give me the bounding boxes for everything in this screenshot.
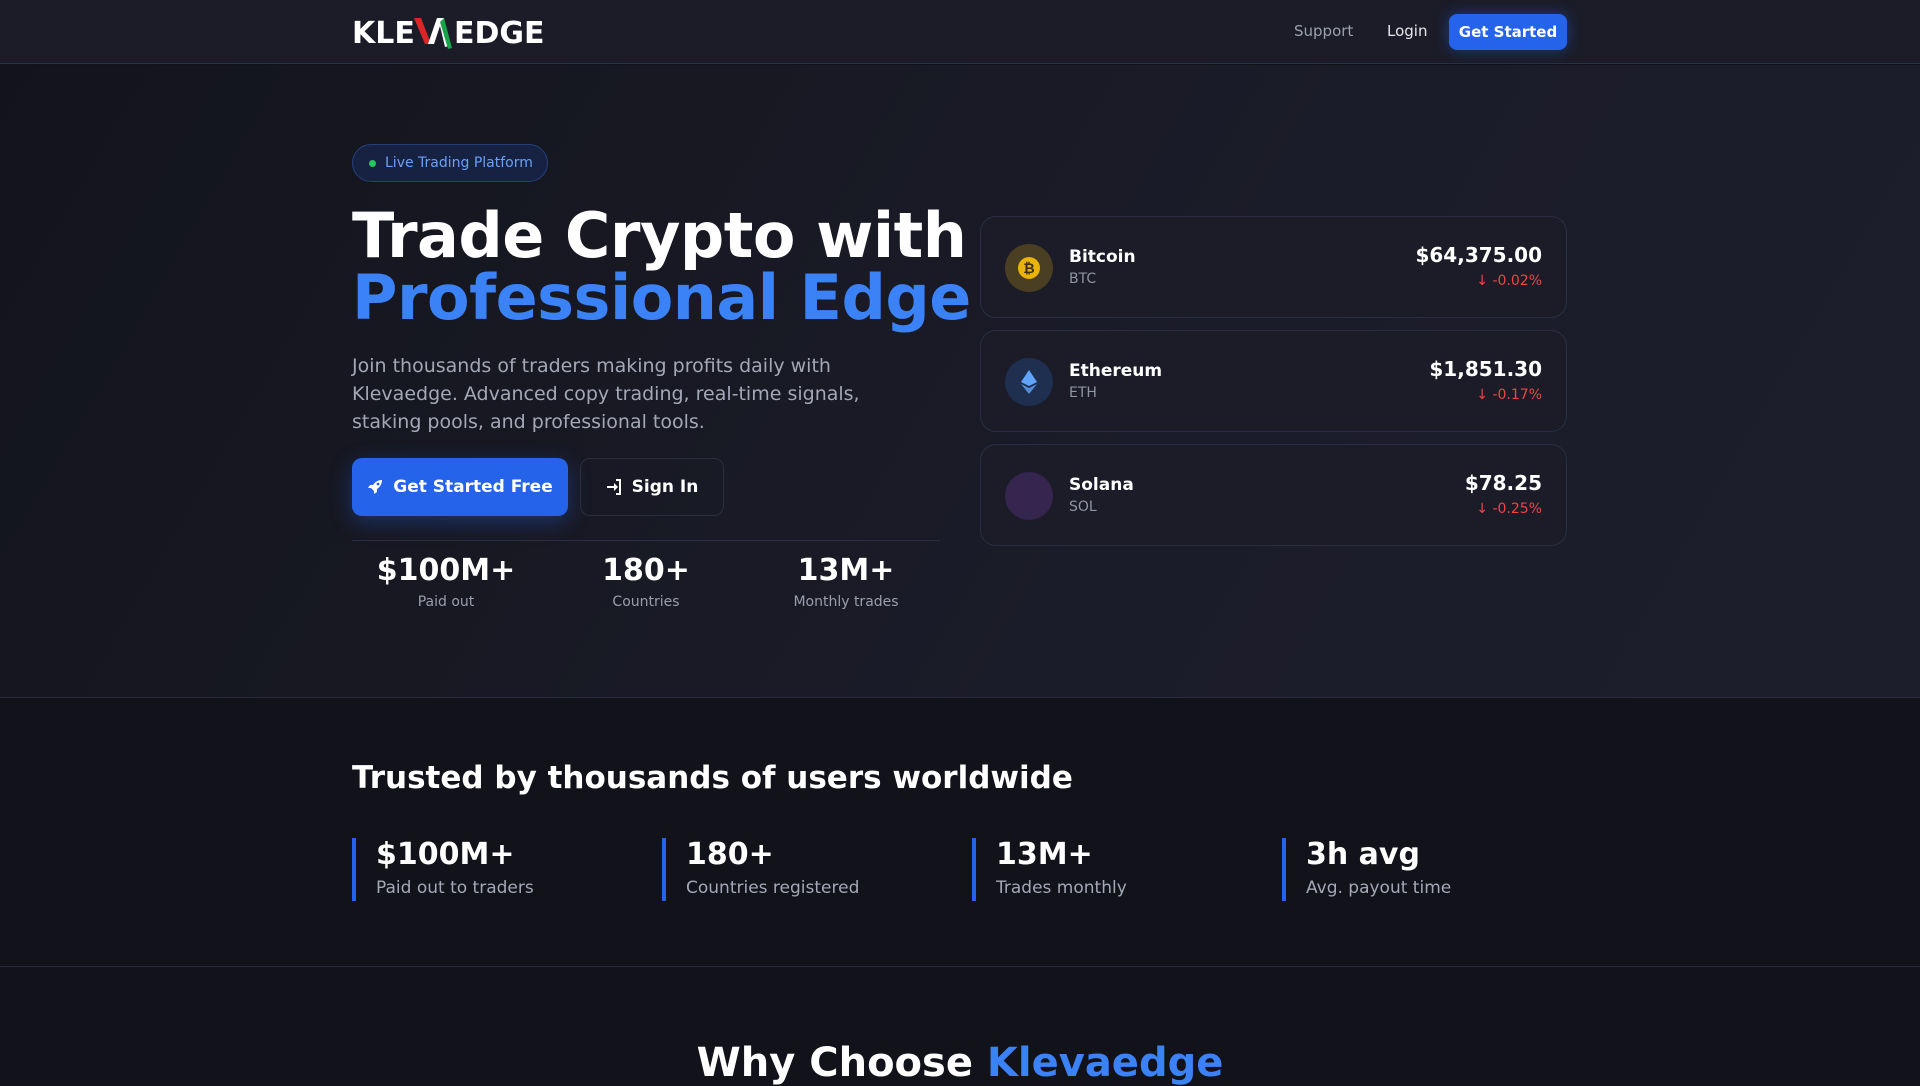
section-divider [0, 966, 1920, 967]
hero-stat: 13M+ Monthly trades [748, 553, 944, 610]
coin-name: Ethereum [1069, 361, 1163, 381]
stat-value: 13M+ [996, 837, 1093, 872]
stat-label: Countries [612, 594, 680, 610]
coin-price: $78.25 [1464, 471, 1542, 495]
stat-value: 13M+ [797, 553, 895, 588]
ticker-card-bitcoin[interactable]: ₿ Bitcoin BTC $64,375.00 ↓ -0.02% [980, 216, 1567, 318]
trust-stat: 180+ Countries registered [662, 838, 859, 901]
hero-description: Join thousands of traders making profits… [352, 355, 860, 433]
change-value: -0.17% [1492, 387, 1542, 403]
coin-price: $64,375.00 [1415, 243, 1542, 267]
stat-label: Paid out to traders [376, 878, 534, 898]
solana-icon [1005, 472, 1053, 520]
top-nav: KLE EDGE Support Login Get Started [0, 0, 1920, 64]
badge-label: Live Trading Platform [385, 155, 533, 171]
stat-value: 3h avg [1306, 837, 1420, 872]
coin-symbol: SOL [1069, 499, 1097, 515]
arrow-down-icon: ↓ [1476, 501, 1493, 517]
svg-text:₿: ₿ [1023, 261, 1034, 277]
ticker-card-solana[interactable]: Solana SOL $78.25 ↓ -0.25% [980, 444, 1567, 546]
stat-label: Trades monthly [996, 878, 1127, 898]
live-badge: Live Trading Platform [352, 144, 548, 182]
why-prefix: Why Choose [696, 1040, 987, 1086]
sign-in-button[interactable]: Sign In [580, 458, 724, 516]
hero-section: Live Trading Platform Trade Crypto with … [0, 65, 1920, 698]
trust-stat: $100M+ Paid out to traders [352, 838, 534, 901]
stat-value: 180+ [686, 837, 774, 872]
sign-in-icon [606, 479, 621, 495]
coin-price: $1,851.30 [1429, 357, 1542, 381]
change-value: -0.25% [1492, 501, 1542, 517]
arrow-down-icon: ↓ [1476, 387, 1493, 403]
stat-label: Monthly trades [793, 594, 899, 610]
coin-change: ↓ -0.02% [1476, 273, 1542, 289]
trust-heading: Trusted by thousands of users worldwide [352, 760, 1073, 796]
trust-stat: 3h avg Avg. payout time [1282, 838, 1451, 901]
sign-in-label: Sign In [631, 477, 699, 497]
bitcoin-icon: ₿ [1005, 244, 1053, 292]
stat-label: Avg. payout time [1306, 878, 1452, 898]
rocket-icon [368, 480, 383, 494]
ethereum-icon [1005, 358, 1053, 406]
hero-title-line2: Professional Edge [352, 261, 971, 334]
stat-value: 180+ [602, 553, 690, 588]
coin-symbol: BTC [1069, 271, 1097, 287]
live-dot-icon [369, 159, 376, 167]
svg-text:KLE: KLE [352, 16, 415, 50]
stat-label: Paid out [417, 594, 475, 610]
change-value: -0.02% [1492, 273, 1542, 289]
coin-change: ↓ -0.17% [1476, 387, 1542, 403]
ticker-card-ethereum[interactable]: Ethereum ETH $1,851.30 ↓ -0.17% [980, 330, 1567, 432]
get-started-free-button[interactable]: Get Started Free [352, 458, 568, 516]
nav-support-link[interactable]: Support [1294, 22, 1354, 40]
nav-login-link[interactable]: Login [1387, 22, 1428, 40]
stat-label: Countries registered [686, 878, 860, 898]
nav-get-started-button[interactable]: Get Started [1449, 14, 1567, 50]
why-choose-heading: Why Choose Klevaedge [0, 1040, 1920, 1086]
svg-text:EDGE: EDGE [454, 16, 545, 50]
why-brand: Klevaedge [986, 1040, 1224, 1086]
hero-title-line1: Trade Crypto with [352, 199, 967, 272]
get-started-free-label: Get Started Free [393, 477, 553, 497]
stat-value: $100M+ [376, 837, 515, 872]
hero-stat: 180+ Countries [548, 553, 744, 610]
trust-stat: 13M+ Trades monthly [972, 838, 1127, 901]
klevaedge-logo[interactable]: KLE EDGE [352, 14, 552, 50]
stat-value: $100M+ [376, 553, 516, 588]
coin-change: ↓ -0.25% [1476, 501, 1542, 517]
coin-symbol: ETH [1069, 385, 1097, 401]
hero-stat: $100M+ Paid out [348, 553, 544, 610]
coin-name: Solana [1069, 475, 1134, 495]
arrow-down-icon: ↓ [1476, 273, 1493, 289]
coin-name: Bitcoin [1069, 247, 1136, 267]
hero-divider [352, 540, 940, 541]
